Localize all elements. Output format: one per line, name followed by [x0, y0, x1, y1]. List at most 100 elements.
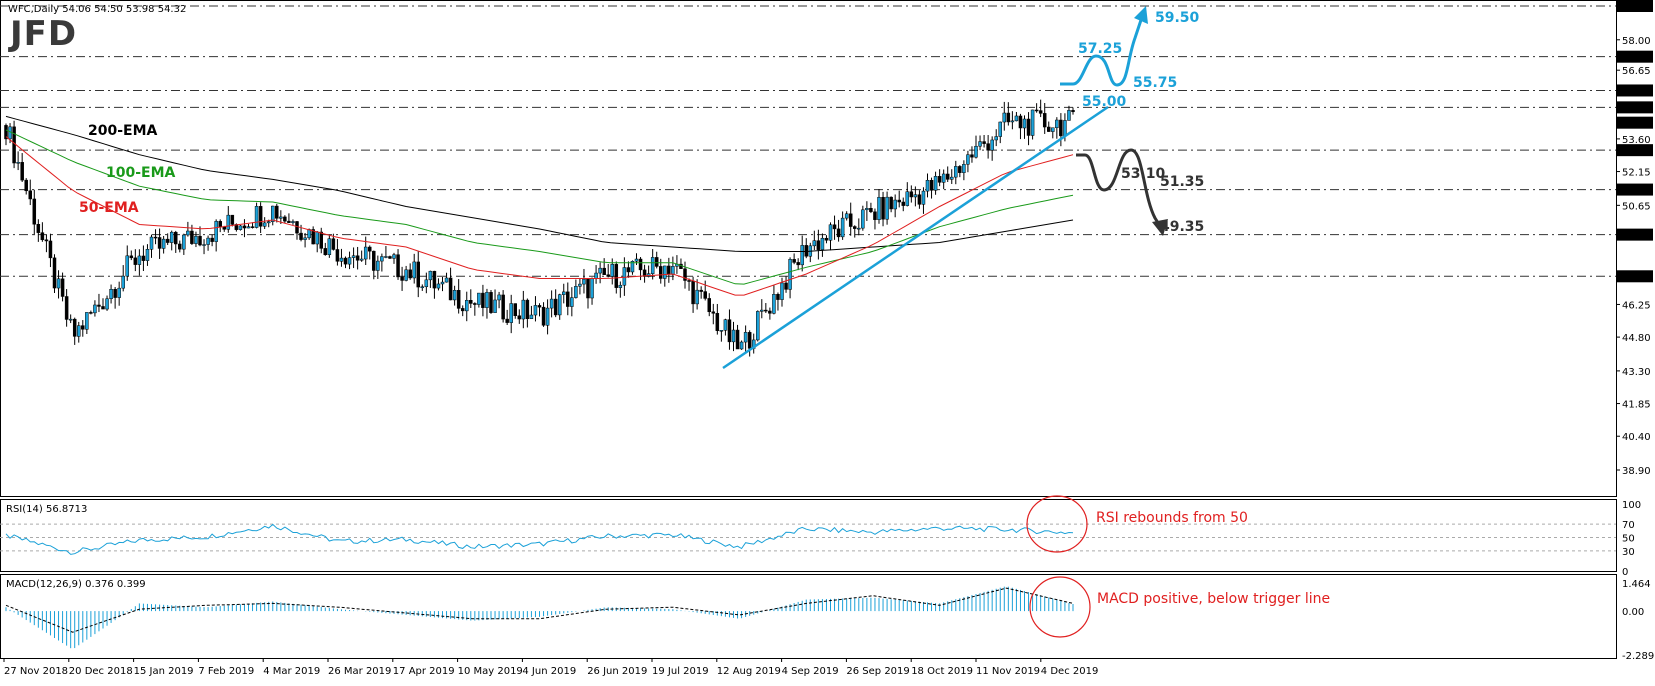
- date-tick-label: 4 Dec 2019: [1041, 666, 1099, 677]
- candle-body: [141, 255, 146, 261]
- candle-body: [557, 294, 562, 316]
- candle-body: [650, 257, 655, 274]
- price-tick-label: 56.65: [1622, 66, 1651, 77]
- price-tick-label: 41.85: [1622, 400, 1651, 411]
- candle-body: [921, 190, 926, 205]
- candle-body: [489, 292, 493, 313]
- candle-body: [1030, 109, 1035, 136]
- candle-body: [157, 237, 162, 249]
- price-tick-label: 46.25: [1622, 300, 1651, 311]
- candle-body: [137, 255, 142, 265]
- candle-body: [832, 224, 837, 230]
- date-tick-label: 19 Jul 2019: [652, 666, 709, 677]
- candle-body: [533, 305, 538, 316]
- price-tick-label: 57.25: [1622, 53, 1651, 64]
- candle-body: [230, 214, 235, 225]
- candle-body: [941, 173, 946, 183]
- candle-body: [52, 257, 57, 289]
- candle-body: [404, 269, 408, 281]
- candle-body: [210, 237, 214, 242]
- date-tick-label: 26 Mar 2019: [328, 666, 391, 677]
- candle-body: [667, 265, 671, 275]
- candle-body: [174, 231, 178, 245]
- candle-body: [582, 278, 586, 285]
- candle-body: [182, 234, 186, 250]
- price-tick-label: 55.00: [1622, 103, 1651, 114]
- candle-body: [509, 303, 513, 323]
- candle-body: [113, 288, 117, 298]
- candle-body: [64, 296, 69, 320]
- candle-body: [266, 221, 271, 224]
- candle-body: [460, 308, 465, 312]
- price-tick-label: 58.00: [1622, 36, 1651, 47]
- candle-body: [727, 319, 732, 343]
- candle-body: [974, 145, 978, 158]
- candle-body: [861, 209, 865, 229]
- candle-body: [869, 208, 873, 213]
- candle-body: [788, 259, 792, 290]
- candle-body: [703, 291, 707, 299]
- candle-body: [493, 299, 497, 313]
- candle-body: [359, 258, 364, 261]
- bullish-arrow-icon: [1134, 6, 1148, 24]
- price-tag-bg: [1617, 0, 1653, 12]
- candle-body: [452, 290, 457, 301]
- candle-body: [465, 300, 469, 312]
- candlestick-series: [4, 99, 1075, 357]
- candle-body: [865, 208, 869, 211]
- candle-body: [396, 254, 400, 278]
- target-59-50: 59.50: [1155, 10, 1200, 26]
- candle-body: [780, 282, 784, 300]
- candle-body: [889, 196, 893, 210]
- price-tick-label: 47.50: [1622, 272, 1651, 283]
- candle-body: [909, 191, 914, 198]
- candle-body: [1038, 110, 1043, 114]
- candle-body: [372, 250, 376, 271]
- candle-body: [44, 239, 49, 242]
- candle-body: [89, 312, 93, 314]
- candle-body: [945, 173, 950, 180]
- candle-body: [901, 201, 905, 206]
- candle-body: [12, 126, 16, 164]
- candle-body: [978, 141, 982, 147]
- candle-body: [521, 299, 526, 320]
- candle-body: [574, 286, 578, 298]
- candle-body: [246, 226, 251, 229]
- jfd-logo: JFD: [10, 14, 78, 54]
- candle-body: [165, 238, 170, 243]
- candle-body: [291, 221, 295, 223]
- candle-body: [962, 164, 966, 173]
- bearish-scenario-path: [1076, 148, 1162, 227]
- candle-body: [436, 283, 441, 289]
- price-panel-frame: [0, 0, 1617, 497]
- candle-body: [634, 258, 639, 262]
- candle-body: [970, 154, 974, 158]
- price-tick-label: 53.60: [1622, 135, 1651, 146]
- macd-highlight-circle: [1029, 576, 1091, 638]
- candle-body: [747, 332, 752, 349]
- candle-body: [1010, 120, 1015, 123]
- candle-body: [424, 279, 429, 288]
- candle-body: [743, 332, 748, 343]
- date-tick-label: 11 Nov 2019: [976, 666, 1040, 677]
- candle-body: [517, 315, 522, 320]
- price-tick-label: 38.90: [1622, 466, 1651, 477]
- candle-body: [117, 287, 121, 298]
- date-tick-label: 4 Mar 2019: [263, 666, 320, 677]
- candle-body: [4, 125, 8, 140]
- candle-body: [1034, 109, 1039, 112]
- candle-body: [614, 264, 619, 288]
- candle-body: [857, 227, 861, 230]
- candle-body: [586, 278, 590, 299]
- date-tick-label: 26 Sep 2019: [846, 666, 909, 677]
- candle-body: [129, 255, 134, 259]
- candle-body: [731, 329, 736, 343]
- price-tag-bg: [1617, 84, 1653, 97]
- candle-body: [279, 216, 283, 219]
- candle-body: [553, 298, 558, 316]
- support-resistance-levels: [0, 5, 1616, 277]
- macd-tick-label: 0.00: [1622, 607, 1644, 618]
- candle-body: [481, 292, 485, 308]
- rsi-levels: [0, 523, 1616, 552]
- price-tag-bg: [1617, 116, 1653, 129]
